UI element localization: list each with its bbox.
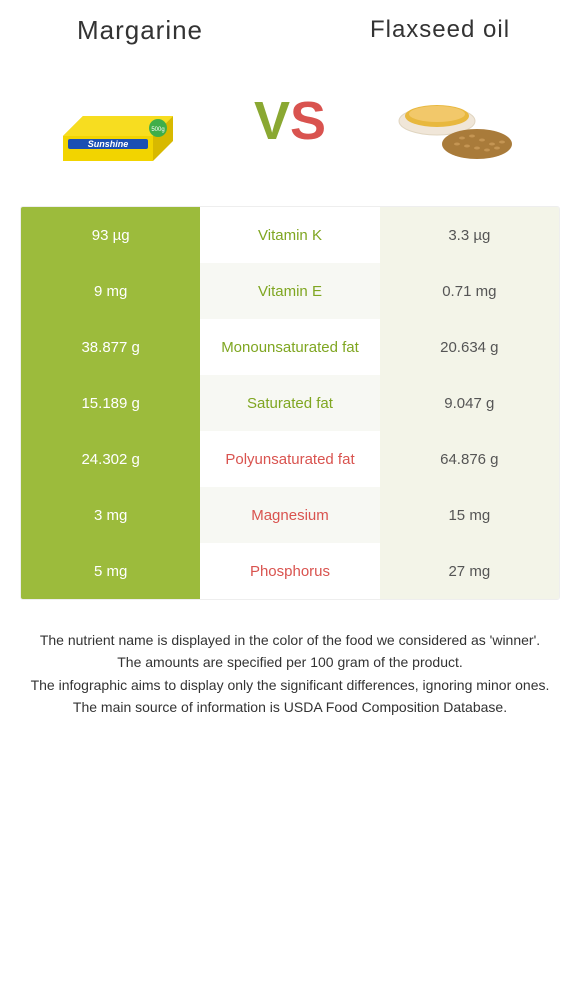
right-value: 20.634 g [380, 319, 559, 375]
nutrient-name: Phosphorus [200, 543, 379, 599]
nutrient-name: Monounsaturated fat [200, 319, 379, 375]
left-value: 3 mg [21, 487, 200, 543]
flaxseed-oil-image [382, 66, 532, 176]
image-row: Sunshine 500g VS [20, 66, 560, 176]
left-value: 9 mg [21, 263, 200, 319]
table-row: 38.877 gMonounsaturated fat20.634 g [21, 319, 559, 375]
footer-line-2: The amounts are specified per 100 gram o… [30, 652, 550, 672]
right-value: 3.3 µg [380, 207, 559, 263]
left-value: 38.877 g [21, 319, 200, 375]
table-row: 5 mgPhosphorus27 mg [21, 543, 559, 599]
table-row: 3 mgMagnesium15 mg [21, 487, 559, 543]
nutrient-table: 93 µgVitamin K3.3 µg9 mgVitamin E0.71 mg… [20, 206, 560, 600]
table-row: 9 mgVitamin E0.71 mg [21, 263, 559, 319]
table-row: 24.302 gPolyunsaturated fat64.876 g [21, 431, 559, 487]
nutrient-name: Saturated fat [200, 375, 379, 431]
footer-line-4: The main source of information is USDA F… [30, 697, 550, 717]
svg-text:500g: 500g [151, 127, 164, 133]
right-value: 64.876 g [380, 431, 559, 487]
right-value: 9.047 g [380, 375, 559, 431]
vs-s: S [290, 91, 326, 151]
left-value: 5 mg [21, 543, 200, 599]
svg-text:Sunshine: Sunshine [88, 139, 129, 149]
left-value: 15.189 g [21, 375, 200, 431]
nutrient-name: Vitamin E [200, 263, 379, 319]
right-value: 0.71 mg [380, 263, 559, 319]
margarine-image: Sunshine 500g [48, 66, 198, 176]
nutrient-name: Vitamin K [200, 207, 379, 263]
footer-notes: The nutrient name is displayed in the co… [20, 630, 560, 717]
right-value: 27 mg [380, 543, 559, 599]
table-row: 93 µgVitamin K3.3 µg [21, 207, 559, 263]
right-value: 15 mg [380, 487, 559, 543]
nutrient-name: Magnesium [200, 487, 379, 543]
header-titles: Margarine Flaxseed oil [20, 15, 560, 46]
footer-line-3: The infographic aims to display only the… [30, 675, 550, 695]
vs-label: VS [254, 90, 326, 152]
vs-v: V [254, 91, 290, 151]
left-value: 93 µg [21, 207, 200, 263]
footer-line-1: The nutrient name is displayed in the co… [30, 630, 550, 650]
table-row: 15.189 gSaturated fat9.047 g [21, 375, 559, 431]
left-title: Margarine [20, 15, 260, 46]
page: Margarine Flaxseed oil Sunshine 500g VS [0, 0, 580, 734]
right-title: Flaxseed oil [320, 17, 560, 43]
left-value: 24.302 g [21, 431, 200, 487]
nutrient-name: Polyunsaturated fat [200, 431, 379, 487]
